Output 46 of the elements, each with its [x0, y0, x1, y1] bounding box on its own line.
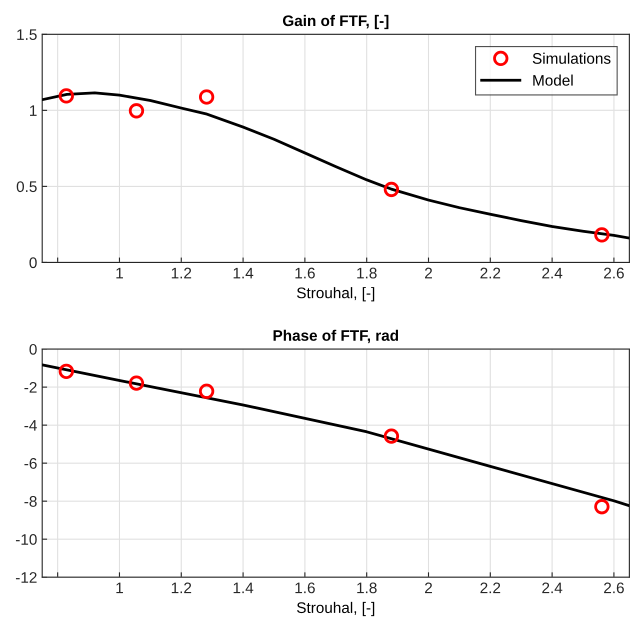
x-tick-label: 1.8 [357, 268, 377, 279]
x-axis-title: Strouhal, [-] [297, 602, 374, 616]
point [128, 103, 144, 118]
point [128, 375, 144, 391]
x-tick-label: 1.6 [295, 582, 315, 594]
y-tick-label: 0 [29, 257, 37, 268]
x-tick-label: 1.2 [172, 582, 192, 594]
y-tick-label: -6 [24, 458, 37, 469]
chart-title: Phase of FTF, rad [274, 330, 398, 344]
x-tick-label: 2.2 [480, 268, 500, 278]
x-tick-label: 2.4 [542, 268, 562, 278]
x-tick-label: 1 [116, 582, 123, 594]
x-tick-label: 2.6 [604, 582, 624, 594]
x-axis-title: Strouhal, [-] [297, 287, 374, 302]
x-tick-label: 1.8 [357, 582, 377, 594]
y-tick-label: -8 [24, 496, 37, 507]
x-tick-label: 2.6 [604, 268, 624, 279]
x-tick-label: 2.4 [542, 582, 562, 594]
point [594, 227, 610, 243]
y-tick-label: 0 [29, 344, 37, 355]
x-tick-label: 1.6 [295, 268, 315, 279]
x-tick-label: 2.2 [480, 582, 500, 594]
x-tick-label: 2 [425, 582, 432, 594]
point [384, 428, 400, 444]
point [384, 182, 400, 198]
x-tick-label: 2 [425, 268, 432, 278]
chart-title: Gain of FTF, [-] [282, 14, 388, 30]
x-tick-label: 1.4 [234, 268, 254, 278]
legend-label: Simulations [532, 52, 610, 64]
y-tick-label: 0.5 [16, 181, 37, 192]
legend-label: Model [533, 74, 573, 86]
y-tick-label: -2 [24, 382, 37, 393]
x-tick-label: 1.2 [172, 268, 192, 278]
y-tick-label: -4 [24, 420, 37, 431]
point [198, 89, 214, 105]
x-tick-label: 1 [116, 268, 123, 278]
line-series [42, 363, 630, 508]
point [198, 384, 214, 399]
y-tick-label: 1 [30, 105, 37, 116]
point [58, 88, 74, 104]
point [58, 364, 74, 379]
point [594, 499, 610, 514]
y-tick-label: 1.5 [17, 29, 37, 40]
y-tick-label: -10 [16, 534, 37, 545]
x-tick-label: 1.4 [234, 582, 254, 594]
y-tick-label: -12 [16, 572, 37, 583]
